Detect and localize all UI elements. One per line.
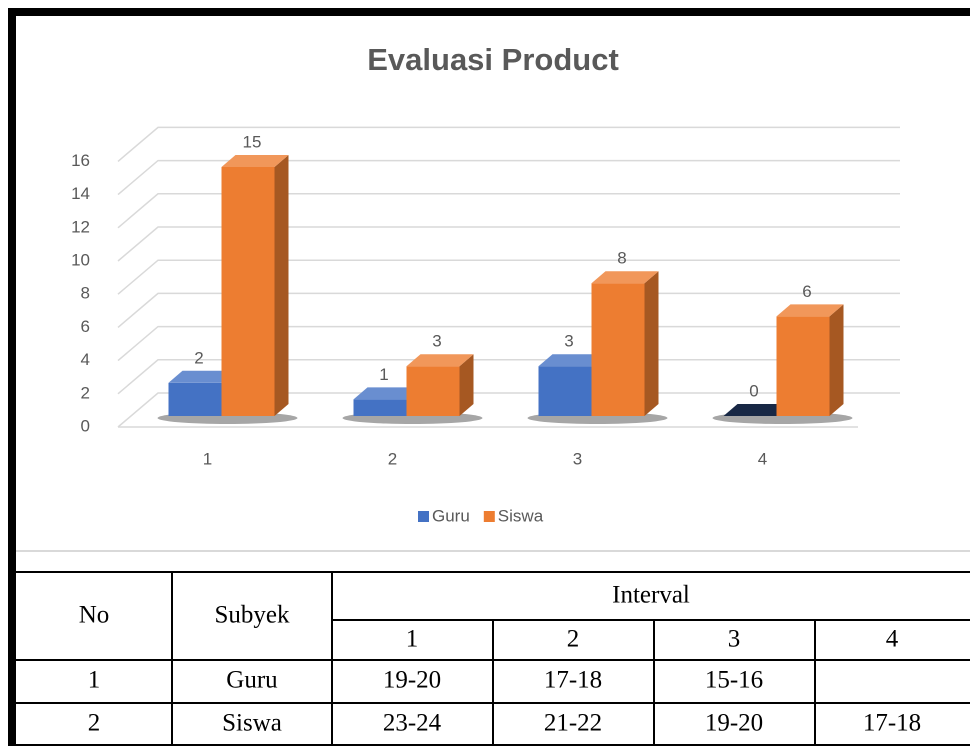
- y-tick-label: 2: [81, 383, 90, 402]
- table-header: No: [79, 602, 110, 629]
- bar: [221, 155, 289, 416]
- bar-top: [168, 370, 236, 383]
- bar-side: [829, 304, 844, 416]
- bar-front: [221, 167, 275, 416]
- table-header: 4: [886, 626, 899, 653]
- bar-front: [168, 382, 222, 416]
- table-header: 3: [728, 626, 741, 653]
- y-tick-label: 12: [71, 217, 90, 236]
- data-label: 3: [564, 332, 573, 351]
- table-cell: 19-20: [705, 710, 763, 737]
- grid-line: [117, 226, 900, 262]
- data-label: 3: [432, 332, 441, 351]
- table-header: 2: [567, 626, 580, 653]
- bar-front: [353, 399, 407, 416]
- bar-front: [776, 316, 830, 416]
- bar-top: [776, 304, 844, 317]
- bar-side: [459, 354, 474, 416]
- table-lines: [16, 571, 970, 746]
- x-tick-label: 4: [758, 449, 767, 468]
- table-cell: Siswa: [222, 710, 282, 737]
- grid-line: [117, 159, 900, 196]
- table-cell: 21-22: [544, 710, 602, 737]
- data-label: 1: [379, 365, 388, 384]
- table-cell: 19-20: [383, 667, 441, 694]
- x-tick-label: 1: [203, 449, 212, 468]
- bar-top: [538, 354, 606, 367]
- legend-label: Guru: [432, 506, 470, 525]
- y-tick-label: 6: [81, 317, 90, 336]
- chart-title: Evaluasi Product: [367, 42, 619, 77]
- bar: [591, 271, 659, 416]
- table-cell: 17-18: [544, 667, 602, 694]
- table-cell: 2: [88, 710, 101, 737]
- bar-side: [644, 271, 659, 416]
- table-cell: 23-24: [383, 710, 442, 737]
- y-tick-label: 8: [81, 284, 90, 303]
- bar-top: [591, 271, 659, 284]
- table-cell: 17-18: [863, 710, 921, 737]
- bar: [723, 404, 791, 416]
- x-tick-label: 3: [573, 449, 582, 468]
- grid-line: [117, 126, 900, 162]
- data-label: 0: [749, 381, 758, 400]
- data-label: 6: [802, 282, 811, 301]
- table-cell: 15-16: [705, 667, 763, 694]
- frame-top: [8, 8, 970, 16]
- grid-line: [117, 193, 900, 229]
- table-cell: 1: [88, 667, 101, 694]
- data-label: 8: [617, 249, 626, 268]
- bar: [776, 304, 844, 416]
- y-tick-label: 16: [71, 151, 90, 170]
- data-label: 15: [243, 132, 262, 151]
- bar-top: [406, 354, 474, 367]
- legend-label: Siswa: [498, 506, 544, 525]
- x-tick-label: 2: [388, 449, 397, 468]
- y-tick-label: 14: [71, 184, 90, 203]
- legend-swatch: [483, 511, 495, 522]
- table: No Subyek Interval 1 2 3 4 1 Guru 19-20 17-18 15…: [16, 571, 970, 746]
- table-header: Interval: [612, 582, 690, 609]
- bar-top: [723, 404, 791, 416]
- table-header: Subyek: [215, 602, 291, 629]
- table-header: 1: [406, 626, 419, 653]
- table-cell: Guru: [226, 667, 278, 694]
- bar-front: [406, 366, 460, 416]
- bar-front: [538, 366, 592, 416]
- y-tick-label: 0: [81, 416, 90, 435]
- bar-top: [221, 155, 289, 167]
- bar-side: [274, 155, 289, 416]
- grid-line: [117, 259, 900, 295]
- bar-top: [353, 387, 421, 400]
- legend-swatch: [418, 511, 429, 522]
- y-tick-label: 4: [81, 350, 90, 369]
- bar-front: [591, 283, 645, 416]
- y-tick-label: 10: [71, 250, 90, 269]
- bar: [406, 354, 474, 416]
- frame-left: [8, 8, 16, 746]
- data-label: 2: [194, 348, 203, 367]
